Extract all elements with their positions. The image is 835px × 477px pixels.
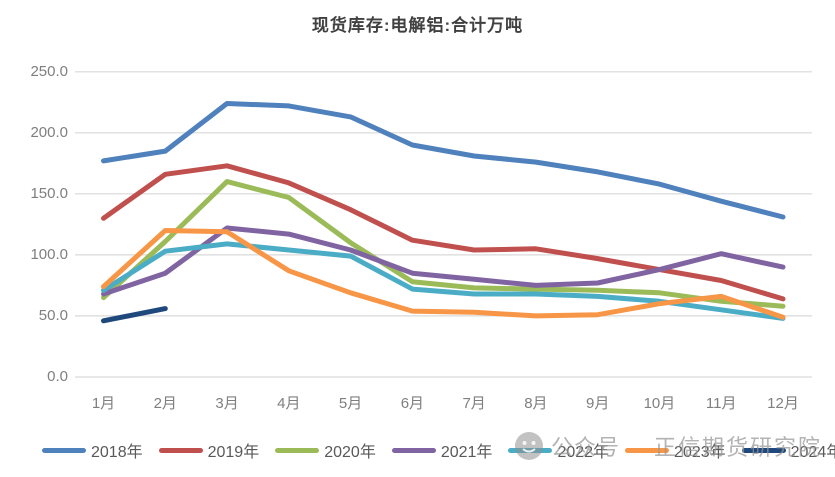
watermark-logo-icon bbox=[515, 432, 543, 460]
legend-item-2021年: 2021年 bbox=[391, 438, 493, 462]
legend-swatch bbox=[42, 447, 86, 453]
x-tick-label: 9月 bbox=[586, 395, 610, 412]
legend-item-2024年: 2024年 bbox=[741, 438, 835, 462]
series-line-2019年 bbox=[101, 163, 786, 302]
x-tick-label: 1月 bbox=[91, 395, 116, 412]
legend-swatch bbox=[391, 447, 436, 453]
legend-item-2018年: 2018年 bbox=[42, 438, 143, 462]
x-tick-label: 2月 bbox=[153, 395, 177, 412]
watermark-name: 正信期货研究院 bbox=[654, 435, 823, 460]
legend-label: 2021年 bbox=[440, 444, 493, 461]
x-tick-label: 10月 bbox=[643, 395, 676, 412]
legend-swatch bbox=[625, 447, 670, 453]
x-tick-label: 12月 bbox=[767, 395, 799, 412]
y-tick-label: 100.0 bbox=[30, 245, 68, 263]
series-line-2024年 bbox=[101, 306, 168, 324]
x-tick-label: 5月 bbox=[338, 395, 363, 412]
y-tick-label: 150.0 bbox=[30, 184, 68, 202]
y-tick-label: 50.0 bbox=[38, 306, 68, 324]
watermark-badge: 公众号 bbox=[551, 435, 621, 460]
legend-label: 2018年 bbox=[91, 444, 143, 461]
legend-item-2020年: 2020年 bbox=[275, 438, 376, 462]
x-tick-label: 8月 bbox=[524, 395, 548, 412]
legend-item-2023年: 2023年 bbox=[625, 438, 726, 462]
series-line-2021年 bbox=[101, 225, 786, 297]
y-tick-label: 200.0 bbox=[30, 123, 68, 141]
x-tick-label: 6月 bbox=[400, 395, 425, 412]
legend: 2018年 2019年 2020年 2021年 2022年 2023年 2024年 bbox=[42, 438, 835, 462]
x-tick-label: 7月 bbox=[462, 395, 486, 412]
series-line-2018年 bbox=[101, 101, 786, 220]
legend-swatch bbox=[158, 447, 203, 453]
watermark: 公众号 正信期货研究院 bbox=[514, 430, 822, 462]
x-tick-label: 11月 bbox=[705, 395, 737, 412]
legend-label: 2022年 bbox=[557, 444, 610, 461]
legend-label: 2024年 bbox=[790, 444, 835, 461]
legend-item-2019年: 2019年 bbox=[158, 438, 260, 462]
x-tick-label: 3月 bbox=[215, 395, 239, 412]
legend-swatch bbox=[741, 447, 786, 453]
legend-swatch bbox=[275, 447, 320, 453]
series-line-2023年 bbox=[101, 228, 786, 320]
y-tick-label: 0.0 bbox=[47, 368, 68, 385]
y-tick-label: 250.0 bbox=[30, 62, 68, 80]
legend-label: 2020年 bbox=[324, 444, 376, 461]
chart-title: 现货库存:电解铝:合计万吨 bbox=[311, 16, 524, 35]
legend-label: 2019年 bbox=[207, 444, 260, 461]
series-line-2020年 bbox=[101, 179, 786, 309]
x-tick-label: 4月 bbox=[277, 395, 301, 412]
legend-label: 2023年 bbox=[674, 444, 726, 461]
